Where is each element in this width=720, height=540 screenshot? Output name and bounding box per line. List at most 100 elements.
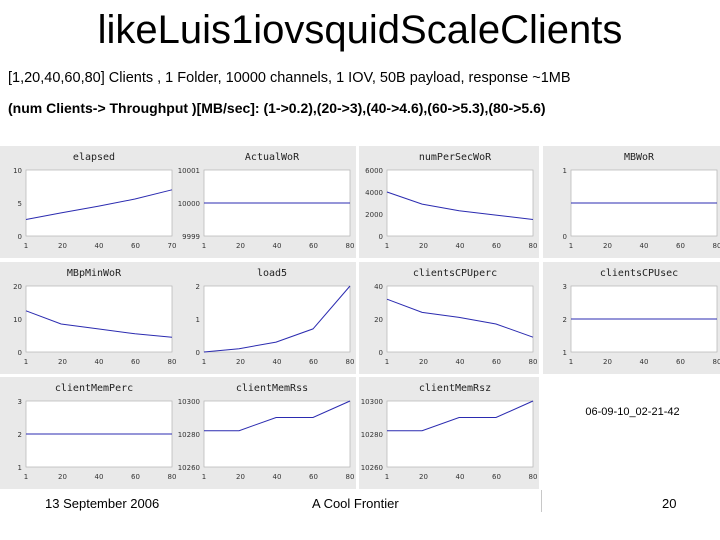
y-tick-label: 10300 (178, 398, 200, 406)
plot-area (386, 285, 534, 353)
chart-panel-clients-cpu-perc: clientsCPUperc 0 20 40 1 20 40 60 80 (359, 262, 539, 374)
y-tick-label: 0 (379, 349, 383, 357)
series-line (387, 400, 534, 432)
timestamp: 06-09-10_02-21-42 (585, 406, 680, 418)
x-tick-label: 1 (202, 358, 206, 366)
y-tick-label: 3 (18, 398, 22, 406)
x-tick-label: 20 (236, 473, 245, 481)
chart-title: MBWoR (624, 152, 655, 163)
chart-panel-actual-wor: ActualWoR 9999 10000 10001 1 20 40 60 80 (176, 146, 356, 258)
chart-title: MBpMinWoR (67, 268, 122, 279)
y-tick-label: 10260 (178, 464, 200, 472)
x-tick-label: 80 (168, 473, 177, 481)
chart-panel-client-mem-rss: clientMemRss 10260 10280 10300 1 20 40 60 80 (176, 377, 356, 489)
x-tick-label: 80 (529, 473, 538, 481)
x-tick-label: 1 (569, 242, 573, 250)
x-tick-label: 1 (385, 242, 389, 250)
x-tick-label: 20 (58, 242, 67, 250)
series-line (204, 400, 351, 432)
y-tick-label: 10000 (178, 200, 200, 208)
x-tick-label: 80 (529, 242, 538, 250)
chart-svg: ActualWoR 9999 10000 10001 1 20 40 60 80 (178, 152, 355, 250)
x-tick-label: 60 (492, 242, 501, 250)
x-tick-label: 60 (131, 358, 140, 366)
footer-date: 13 September 2006 (45, 496, 160, 511)
chart-panel-num-per-sec-wor: numPerSecWoR 0 2000 4000 6000 1 20 40 60 80 (359, 146, 539, 258)
x-tick-label: 40 (95, 242, 104, 250)
y-tick-label: 0 (379, 233, 383, 241)
x-tick-label: 1 (24, 358, 28, 366)
y-tick-label: 20 (374, 316, 383, 324)
chart-title: clientMemPerc (55, 383, 133, 394)
y-tick-label: 5 (18, 200, 22, 208)
x-tick-label: 80 (713, 242, 720, 250)
y-tick-label: 10280 (361, 431, 383, 439)
x-tick-label: 60 (492, 358, 501, 366)
chart-title: ActualWoR (245, 152, 300, 163)
y-tick-label: 1 (196, 316, 200, 324)
y-tick-label: 10 (13, 316, 22, 324)
plot-area (203, 285, 351, 353)
x-tick-label: 40 (273, 358, 282, 366)
y-tick-label: 10001 (178, 167, 200, 175)
chart-svg: clientsCPUsec 1 2 3 1 20 40 60 80 (563, 268, 720, 366)
series-line (386, 298, 534, 338)
divider (541, 490, 542, 512)
chart-svg: clientMemPerc 1 2 3 1 20 40 60 80 (18, 383, 177, 481)
y-tick-label: 1 (18, 464, 22, 472)
y-tick-label: 2000 (365, 211, 383, 219)
x-tick-label: 20 (58, 473, 67, 481)
x-tick-label: 40 (95, 358, 104, 366)
throughput-summary: (num Clients-> Throughput )[MB/sec]: (1-… (8, 100, 546, 116)
chart-title: load5 (257, 268, 287, 279)
chart-title: clientMemRss (236, 383, 308, 394)
x-tick-label: 80 (346, 358, 355, 366)
y-tick-label: 40 (374, 283, 383, 291)
test-parameters: [1,20,40,60,80] Clients , 1 Folder, 1000… (8, 70, 571, 86)
y-tick-label: 20 (13, 283, 22, 291)
x-tick-label: 1 (202, 242, 206, 250)
x-tick-label: 80 (529, 358, 538, 366)
y-tick-label: 0 (563, 233, 567, 241)
y-tick-label: 3 (563, 283, 567, 291)
x-tick-label: 40 (456, 473, 465, 481)
chart-title: clientMemRsz (419, 383, 491, 394)
series-line (203, 285, 351, 353)
x-tick-label: 60 (309, 473, 318, 481)
x-tick-label: 20 (419, 358, 428, 366)
chart-panel-clients-cpu-sec: clientsCPUsec 1 2 3 1 20 40 60 80 (543, 262, 720, 374)
chart-title: elapsed (73, 152, 115, 163)
x-tick-label: 60 (131, 473, 140, 481)
x-tick-label: 20 (419, 473, 428, 481)
x-tick-label: 80 (713, 358, 720, 366)
series-line (25, 310, 173, 338)
x-tick-label: 1 (385, 473, 389, 481)
x-tick-label: 40 (456, 242, 465, 250)
chart-title: numPerSecWoR (419, 152, 492, 163)
slide-title: likeLuis1iovsquidScaleClients (97, 8, 623, 52)
x-tick-label: 70 (168, 242, 177, 250)
x-tick-label: 60 (131, 242, 140, 250)
series-line (25, 189, 173, 220)
x-tick-label: 20 (603, 358, 612, 366)
x-tick-label: 60 (309, 358, 318, 366)
footer-title: A Cool Frontier (312, 496, 399, 511)
chart-svg: elapsed 0 5 10 1 20 40 60 70 (13, 152, 177, 250)
x-tick-label: 60 (676, 242, 685, 250)
plot-area (386, 169, 534, 237)
x-tick-label: 1 (202, 473, 206, 481)
x-tick-label: 40 (456, 358, 465, 366)
x-tick-label: 1 (569, 358, 573, 366)
x-tick-label: 20 (236, 242, 245, 250)
plot-area (25, 285, 173, 353)
x-tick-label: 80 (346, 473, 355, 481)
x-tick-label: 80 (346, 242, 355, 250)
y-tick-label: 9999 (182, 233, 200, 241)
x-tick-label: 40 (273, 473, 282, 481)
y-tick-label: 2 (563, 316, 567, 324)
x-tick-label: 40 (640, 358, 649, 366)
y-tick-label: 10260 (361, 464, 383, 472)
y-tick-label: 10280 (178, 431, 200, 439)
